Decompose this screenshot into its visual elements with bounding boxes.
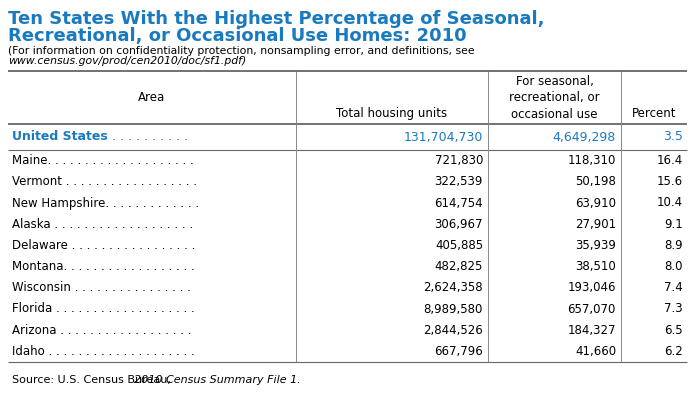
Text: Total housing units: Total housing units — [336, 107, 448, 120]
Text: www.census.gov/prod/cen2010/doc/sf1.pdf): www.census.gov/prod/cen2010/doc/sf1.pdf) — [8, 56, 246, 66]
Text: 35,939: 35,939 — [575, 239, 616, 252]
Text: 184,327: 184,327 — [568, 324, 616, 337]
Text: 306,967: 306,967 — [434, 218, 483, 231]
Text: 27,901: 27,901 — [575, 218, 616, 231]
Text: 2010 Census Summary File 1.: 2010 Census Summary File 1. — [134, 375, 300, 385]
Text: Vermont . . . . . . . . . . . . . . . . . .: Vermont . . . . . . . . . . . . . . . . … — [12, 175, 197, 188]
Text: Alaska . . . . . . . . . . . . . . . . . . .: Alaska . . . . . . . . . . . . . . . . .… — [12, 218, 193, 231]
Text: 118,310: 118,310 — [568, 154, 616, 167]
Text: 8.9: 8.9 — [664, 239, 683, 252]
Text: 16.4: 16.4 — [657, 154, 683, 167]
Text: Source: U.S. Census Bureau,: Source: U.S. Census Bureau, — [12, 375, 174, 385]
Text: 2,624,358: 2,624,358 — [423, 281, 483, 294]
Text: 721,830: 721,830 — [434, 154, 483, 167]
Text: 657,070: 657,070 — [568, 303, 616, 316]
Text: 322,539: 322,539 — [434, 175, 483, 188]
Text: 6.5: 6.5 — [664, 324, 683, 337]
Text: 10.4: 10.4 — [657, 197, 683, 210]
Text: . . . . . . . . . .: . . . . . . . . . . — [108, 130, 188, 143]
Text: 38,510: 38,510 — [575, 260, 616, 273]
Text: Montana. . . . . . . . . . . . . . . . . .: Montana. . . . . . . . . . . . . . . . .… — [12, 260, 195, 273]
Text: Delaware . . . . . . . . . . . . . . . . .: Delaware . . . . . . . . . . . . . . . .… — [12, 239, 195, 252]
Text: 405,885: 405,885 — [435, 239, 483, 252]
Text: 614,754: 614,754 — [434, 197, 483, 210]
Text: Florida . . . . . . . . . . . . . . . . . . .: Florida . . . . . . . . . . . . . . . . … — [12, 303, 195, 316]
Text: 41,660: 41,660 — [575, 345, 616, 358]
Text: 7.3: 7.3 — [664, 303, 683, 316]
Text: 8,989,580: 8,989,580 — [424, 303, 483, 316]
Text: 9.1: 9.1 — [664, 218, 683, 231]
Text: For seasonal,
recreational, or
occasional use: For seasonal, recreational, or occasiona… — [509, 75, 600, 121]
Text: 3.5: 3.5 — [663, 130, 683, 143]
Text: Ten States With the Highest Percentage of Seasonal,: Ten States With the Highest Percentage o… — [8, 10, 544, 28]
Text: Recreational, or Occasional Use Homes: 2010: Recreational, or Occasional Use Homes: 2… — [8, 27, 466, 45]
Text: (For information on confidentiality protection, nonsampling error, and definitio: (For information on confidentiality prot… — [8, 46, 475, 56]
Text: 193,046: 193,046 — [568, 281, 616, 294]
Text: 50,198: 50,198 — [575, 175, 616, 188]
Text: 4,649,298: 4,649,298 — [553, 130, 616, 143]
Text: New Hampshire. . . . . . . . . . . . .: New Hampshire. . . . . . . . . . . . . — [12, 197, 199, 210]
Text: 131,704,730: 131,704,730 — [404, 130, 483, 143]
Text: Percent: Percent — [632, 107, 676, 120]
Text: Area: Area — [138, 91, 165, 104]
Text: 15.6: 15.6 — [657, 175, 683, 188]
Text: 482,825: 482,825 — [434, 260, 483, 273]
Text: United States: United States — [12, 130, 108, 143]
Text: Maine. . . . . . . . . . . . . . . . . . . .: Maine. . . . . . . . . . . . . . . . . .… — [12, 154, 194, 167]
Text: 6.2: 6.2 — [664, 345, 683, 358]
Text: Wisconsin . . . . . . . . . . . . . . . .: Wisconsin . . . . . . . . . . . . . . . … — [12, 281, 191, 294]
Text: 8.0: 8.0 — [664, 260, 683, 273]
Text: 7.4: 7.4 — [664, 281, 683, 294]
Text: Arizona . . . . . . . . . . . . . . . . . .: Arizona . . . . . . . . . . . . . . . . … — [12, 324, 192, 337]
Text: Idaho . . . . . . . . . . . . . . . . . . . .: Idaho . . . . . . . . . . . . . . . . . … — [12, 345, 195, 358]
Text: 2,844,526: 2,844,526 — [423, 324, 483, 337]
Text: 63,910: 63,910 — [575, 197, 616, 210]
Text: 667,796: 667,796 — [434, 345, 483, 358]
